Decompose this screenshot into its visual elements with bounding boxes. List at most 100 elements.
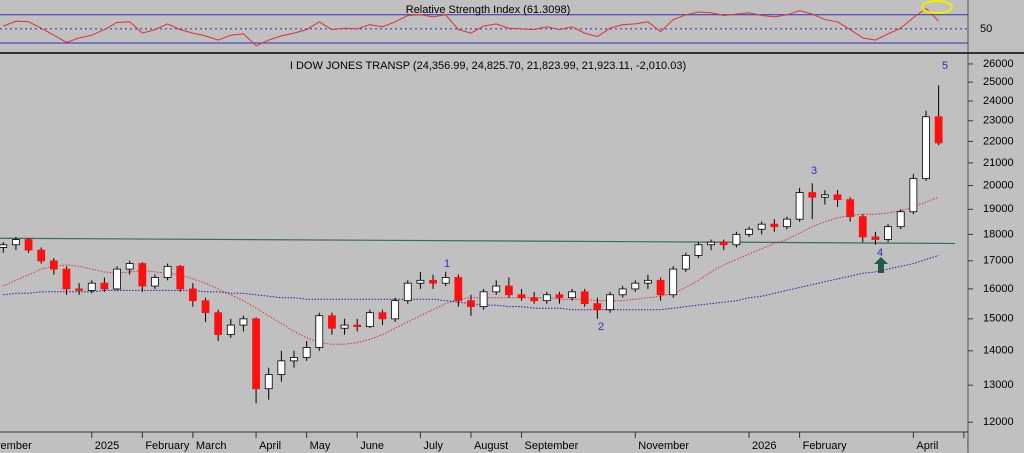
candle-body xyxy=(770,223,779,228)
x-tick-label: May xyxy=(310,440,331,452)
candle-body xyxy=(277,360,286,375)
candle-body xyxy=(429,279,437,284)
candle-body xyxy=(669,268,678,296)
arrow xyxy=(874,257,888,273)
candle-body xyxy=(593,303,602,311)
candle-body xyxy=(290,357,298,362)
x-tick-label: June xyxy=(360,440,384,452)
x-tick-label: February xyxy=(803,440,848,452)
candle-body xyxy=(884,226,892,240)
candle-body xyxy=(340,324,349,329)
candle-body xyxy=(214,312,223,335)
trendline xyxy=(0,237,956,245)
rsi-title: Relative Strength Index (61.3098) xyxy=(406,4,571,16)
y-tick-label: 20000 xyxy=(983,179,1014,191)
price-panel: November 2025 February March April May June Jul… xyxy=(0,60,988,452)
candle-body xyxy=(694,244,703,256)
candle-body xyxy=(871,236,880,240)
candle-body xyxy=(391,300,400,320)
candle-body xyxy=(808,192,817,198)
y-tick-label: 19000 xyxy=(983,203,1014,215)
candle-body xyxy=(934,116,943,144)
candle-body xyxy=(568,291,576,299)
candle-body xyxy=(315,315,324,348)
y-tick-label: 50 xyxy=(980,23,992,35)
y-tick-label: 14000 xyxy=(983,345,1014,357)
candle-body xyxy=(732,233,741,246)
y-tick-label: 26000 xyxy=(983,58,1014,70)
x-tick-label: November xyxy=(638,440,689,452)
candle-body xyxy=(846,199,855,218)
x-tick-label: March xyxy=(196,440,227,452)
candle-body xyxy=(820,194,829,198)
x-tick-label: 2025 xyxy=(95,440,119,452)
candle-body xyxy=(656,279,665,296)
x-tick-label: August xyxy=(474,440,508,452)
candle-body xyxy=(896,211,905,228)
wave-label: 1 xyxy=(444,258,450,270)
candle-body xyxy=(264,374,273,390)
candle-body xyxy=(542,294,551,302)
candle-body xyxy=(151,277,159,287)
candle-body xyxy=(504,285,513,296)
y-tick-label: 15000 xyxy=(983,313,1014,325)
candle-body xyxy=(302,347,311,358)
chart-title: I DOW JONES TRANSP (24,356.99, 24,825.70… xyxy=(290,60,686,72)
candle-body xyxy=(833,194,842,201)
candle-body xyxy=(783,218,791,228)
candle-body xyxy=(580,291,589,305)
axes: 50 26000 25000 24000 23000 22000 21000 20000 190… xyxy=(91,23,1014,438)
x-tick-label: May xyxy=(967,440,988,452)
candle-body xyxy=(138,263,147,287)
candle-body xyxy=(24,239,33,251)
x-tick-label: April xyxy=(259,440,281,452)
candle-body xyxy=(100,282,109,290)
candle-body xyxy=(681,255,690,270)
y-tick-label: 25000 xyxy=(983,76,1014,88)
candle-body xyxy=(922,116,930,180)
candle-body xyxy=(226,324,235,335)
candle-body xyxy=(719,241,728,246)
candle-body xyxy=(176,265,185,290)
candle-body xyxy=(492,285,501,293)
x-tick-label: February xyxy=(145,440,190,452)
candle-body xyxy=(555,294,564,299)
candle-body xyxy=(365,312,374,328)
candle-body xyxy=(416,279,425,284)
candle-body xyxy=(707,241,716,246)
y-tick-label: 12000 xyxy=(983,416,1014,428)
candle-body xyxy=(163,265,172,278)
candle-body xyxy=(328,315,336,329)
candle-body xyxy=(618,288,627,296)
candle-body xyxy=(757,223,766,230)
rsi-line xyxy=(3,7,939,47)
candle-body xyxy=(644,279,652,284)
wave-label: 2 xyxy=(598,321,604,333)
candle-body xyxy=(479,291,488,308)
y-tick-label: 13000 xyxy=(983,379,1014,391)
candle-body xyxy=(631,282,640,290)
candle-body xyxy=(125,263,134,270)
candle-body xyxy=(353,324,362,328)
candle-body xyxy=(12,239,20,246)
y-tick-label: 18000 xyxy=(983,228,1014,240)
wave-label: 3 xyxy=(811,165,817,177)
candle-body xyxy=(378,312,387,320)
candle-body xyxy=(467,300,475,308)
candle-body xyxy=(909,178,918,213)
candle-body xyxy=(239,318,248,326)
rsi-panel xyxy=(0,7,968,47)
candle-body xyxy=(606,294,614,311)
x-tick-label: November xyxy=(0,440,32,452)
candle-body xyxy=(37,249,46,262)
y-tick-label: 16000 xyxy=(983,283,1014,295)
candle-body xyxy=(403,282,412,302)
y-tick-label: 21000 xyxy=(983,157,1014,169)
candle-body xyxy=(62,268,71,290)
wave-label: 4 xyxy=(877,247,883,259)
y-tick-label: 22000 xyxy=(983,135,1014,147)
candle-body xyxy=(49,260,58,270)
